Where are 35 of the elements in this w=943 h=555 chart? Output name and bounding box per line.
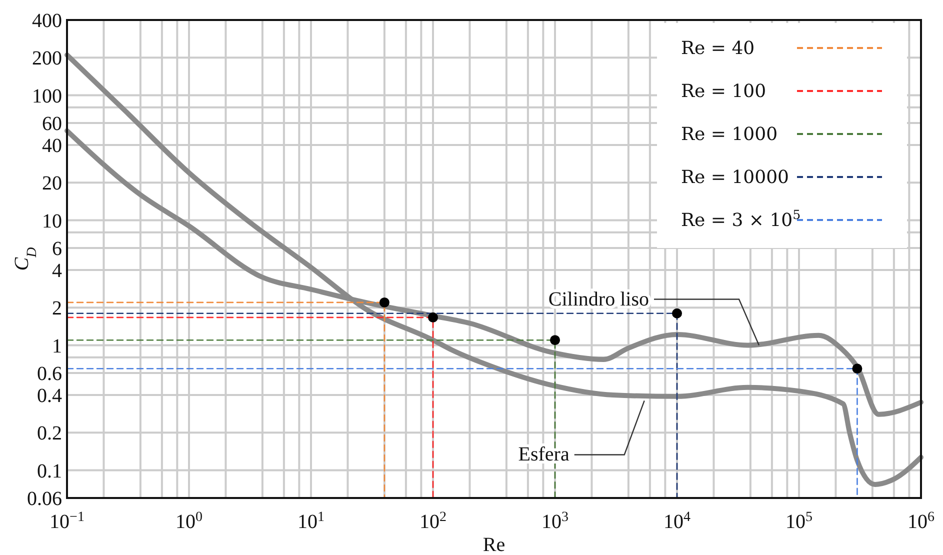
- x-tick-label: 10$^{2}$: [420, 510, 446, 533]
- y-tick-label: 0.2: [37, 422, 62, 445]
- x-axis-title: Re: [482, 534, 506, 555]
- x-tick-label: 10$^{6}$: [908, 510, 934, 533]
- legend-label: Re = 1000: [681, 124, 778, 145]
- y-tick-label: 0.1: [37, 460, 62, 482]
- point: [550, 335, 560, 346]
- y-tick-label: 40: [42, 135, 62, 158]
- legend-label: Re = 100: [681, 81, 766, 102]
- point: [672, 308, 682, 318]
- x-tick-label: 10$^{5}$: [786, 510, 812, 533]
- legend-label: Re = 10000: [681, 167, 789, 188]
- x-tick-label: 10$^{−1}$: [50, 510, 84, 533]
- y-tick-label: 10: [42, 210, 62, 232]
- annotation: Esfera: [518, 444, 570, 466]
- legend-label: Re = 3 × 10$^{5}$: [681, 206, 801, 231]
- x-tick-label: 10$^{1}$: [298, 510, 324, 533]
- legend-label: Re = 40: [681, 38, 755, 59]
- y-tick-label: 100: [32, 85, 62, 108]
- y-tick-label: 6: [52, 238, 62, 260]
- y-tick-label: 2: [52, 298, 62, 320]
- y-tick-label: 60: [42, 112, 62, 135]
- y-tick-label: 200: [32, 48, 62, 70]
- y-tick-label: 0.4: [37, 385, 62, 408]
- y-tick-label: 0.6: [37, 362, 62, 385]
- y-tick-label: 0.06: [27, 488, 62, 510]
- y-tick-label: 4: [52, 260, 62, 282]
- x-tick-label: 10$^{4}$: [664, 510, 690, 533]
- annotation: Cilindro liso: [548, 288, 649, 310]
- y-tick-label: 1: [52, 335, 62, 358]
- x-tick-label: 10$^{3}$: [542, 510, 568, 533]
- y-tick-label: 400: [32, 10, 62, 32]
- y-tick-label: 20: [42, 172, 62, 195]
- point: [428, 312, 438, 322]
- x-tick-label: 10$^{0}$: [176, 510, 202, 533]
